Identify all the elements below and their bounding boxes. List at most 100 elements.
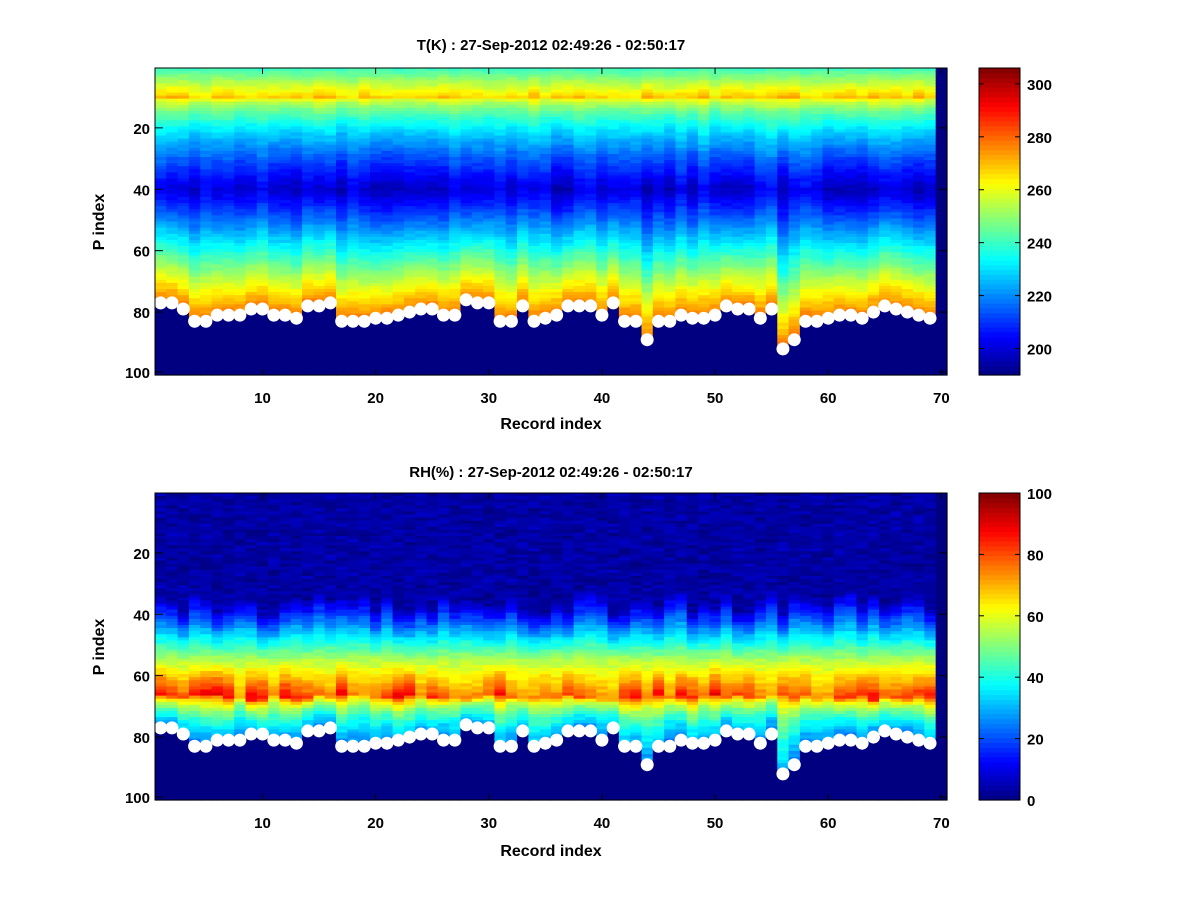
heatmap-cell — [155, 215, 167, 220]
heatmap-cell — [290, 285, 303, 290]
heatmap-cell — [324, 92, 337, 97]
heatmap-cell — [302, 368, 314, 373]
heatmap-cell — [392, 107, 405, 112]
heatmap-cell — [347, 230, 360, 235]
heatmap-cell — [347, 104, 360, 109]
heatmap-cell — [245, 325, 258, 330]
heatmap-cell — [222, 104, 235, 109]
heatmap-cell — [268, 200, 281, 204]
heatmap-cell — [245, 212, 258, 216]
heatmap-cell — [200, 98, 213, 103]
heatmap-cell — [279, 163, 292, 167]
heatmap-cell — [358, 196, 371, 201]
heatmap-cell — [211, 187, 224, 192]
heatmap-cell — [155, 344, 167, 348]
heatmap-cell — [268, 276, 281, 281]
heatmap-cell — [302, 255, 314, 259]
heatmap-cell — [279, 276, 292, 281]
heatmap-cell — [211, 273, 224, 278]
heatmap-cell — [234, 246, 247, 250]
heatmap-cell — [369, 141, 382, 146]
heatmap-cell — [381, 230, 394, 235]
heatmap-cell — [245, 104, 258, 109]
heatmap-cell — [234, 261, 247, 266]
heatmap-cell — [256, 356, 269, 361]
heatmap-cell — [268, 282, 281, 287]
heatmap-cell — [313, 227, 326, 232]
heatmap-cell — [268, 166, 281, 170]
heatmap-cell — [290, 255, 303, 259]
heatmap-cell — [188, 80, 201, 84]
heatmap-cell — [381, 184, 394, 189]
heatmap-cell — [313, 252, 326, 256]
heatmap-cell — [392, 104, 405, 109]
heatmap-cell — [155, 224, 167, 229]
heatmap-cell — [245, 270, 258, 275]
heatmap-cell — [166, 353, 179, 358]
heatmap-cell — [166, 356, 179, 361]
heatmap-cell — [347, 95, 360, 100]
heatmap-cell — [234, 132, 247, 137]
heatmap-cell — [336, 114, 348, 118]
heatmap-cell — [324, 117, 337, 121]
heatmap-cell — [290, 295, 303, 299]
heatmap-cell — [200, 203, 213, 207]
heatmap-cell — [211, 233, 224, 238]
heatmap-cell — [177, 117, 190, 121]
heatmap-cell — [188, 203, 201, 207]
heatmap-cell — [336, 227, 348, 232]
heatmap-cell — [324, 196, 337, 201]
heatmap-cell — [302, 196, 314, 201]
heatmap-cell — [369, 117, 382, 121]
heatmap-cell — [200, 270, 213, 275]
heatmap-cell — [268, 328, 281, 333]
heatmap-cell — [200, 184, 213, 189]
heatmap-cell — [279, 86, 292, 91]
heatmap-cell — [392, 184, 405, 189]
heatmap-cell — [200, 209, 213, 213]
heatmap-cell — [279, 187, 292, 192]
heatmap-cell — [358, 344, 371, 348]
heatmap-cell — [324, 270, 337, 275]
heatmap-cell — [358, 150, 371, 155]
heatmap-cell — [177, 92, 190, 97]
heatmap-cell — [155, 285, 167, 290]
heatmap-cell — [245, 279, 258, 284]
heatmap-cell — [369, 289, 382, 293]
heatmap-cell — [302, 138, 314, 143]
heatmap-cell — [279, 230, 292, 235]
heatmap-cell — [177, 178, 190, 183]
heatmap-cell — [177, 249, 190, 253]
heatmap-cell — [166, 249, 179, 253]
heatmap-cell — [381, 273, 394, 278]
heatmap-cell — [369, 365, 382, 370]
heatmap-cell — [245, 298, 258, 302]
heatmap-cell — [211, 298, 224, 302]
heatmap-cell — [369, 350, 382, 355]
heatmap-cell — [369, 356, 382, 361]
heatmap-cell — [268, 153, 281, 158]
heatmap-cell — [358, 215, 371, 220]
heatmap-cell — [245, 187, 258, 192]
heatmap-cell — [302, 163, 314, 167]
heatmap-cell — [347, 107, 360, 112]
heatmap-cell — [358, 132, 371, 137]
heatmap-cell — [403, 193, 416, 198]
heatmap-cell — [245, 328, 258, 333]
heatmap-cell — [302, 68, 314, 72]
heatmap-cell — [155, 328, 167, 333]
heatmap-cell — [336, 221, 348, 226]
heatmap-cell — [279, 107, 292, 112]
heatmap-cell — [211, 123, 224, 127]
heatmap-cell — [324, 187, 337, 192]
heatmap-cell — [302, 215, 314, 220]
heatmap-cell — [245, 190, 258, 195]
heatmap-cell — [200, 258, 213, 263]
heatmap-cell — [347, 258, 360, 263]
heatmap-cell — [302, 203, 314, 207]
heatmap-cell — [245, 319, 258, 324]
heatmap-cell — [358, 264, 371, 269]
heatmap-cell — [155, 169, 167, 173]
heatmap-cell — [336, 157, 348, 161]
heatmap-cell — [200, 310, 213, 315]
